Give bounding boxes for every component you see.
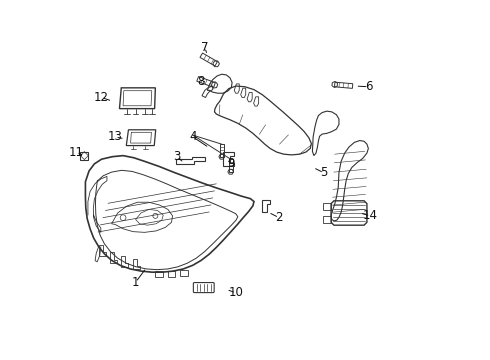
Text: 12: 12 <box>94 91 109 104</box>
Text: 14: 14 <box>363 210 378 222</box>
Text: 7: 7 <box>201 41 209 54</box>
Text: 8: 8 <box>197 75 205 88</box>
Text: 6: 6 <box>365 80 372 93</box>
Text: 2: 2 <box>275 211 283 224</box>
Text: 4: 4 <box>189 130 197 144</box>
Text: 9: 9 <box>227 157 234 170</box>
Text: 5: 5 <box>320 166 328 179</box>
Text: 10: 10 <box>229 287 244 300</box>
Text: 11: 11 <box>69 145 84 158</box>
Text: 1: 1 <box>132 276 139 289</box>
Text: 13: 13 <box>108 130 122 144</box>
Text: 3: 3 <box>173 150 180 163</box>
